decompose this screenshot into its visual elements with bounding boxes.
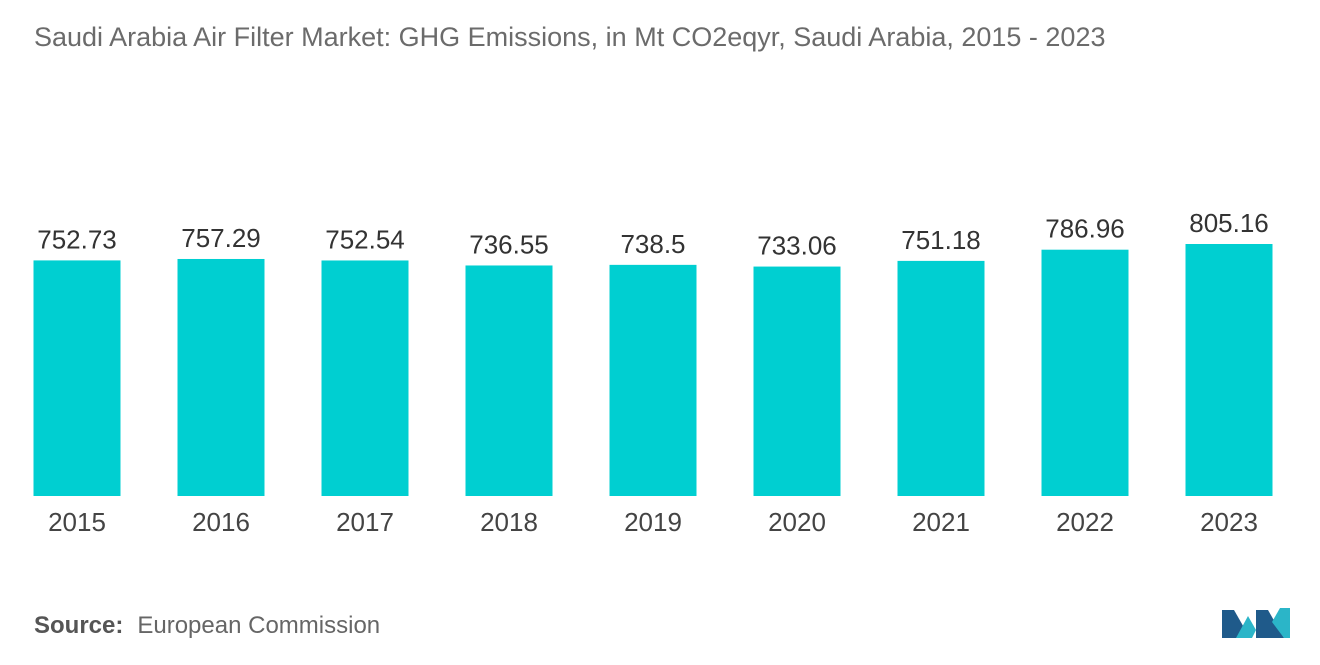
value-label-2020: 733.06 — [757, 231, 837, 261]
bar-2021 — [897, 260, 985, 496]
bar-2020 — [753, 266, 841, 496]
bar-2015 — [33, 260, 121, 496]
x-tick-label-2020: 2020 — [768, 507, 826, 537]
bar-chart: 752.73 2015 757.29 2016 752.54 2017 736.55 2018… — [33, 208, 1273, 537]
value-label-2015: 752.73 — [37, 224, 117, 254]
bar-2017 — [321, 260, 409, 496]
bar-2019 — [609, 264, 697, 496]
value-label-2018: 736.55 — [469, 229, 549, 259]
x-tick-label-2016: 2016 — [192, 507, 250, 537]
x-tick-label-2023: 2023 — [1200, 507, 1258, 537]
chart-title: Saudi Arabia Air Filter Market: GHG Emis… — [34, 22, 1106, 52]
value-label-2022: 786.96 — [1045, 214, 1125, 244]
x-tick-label-2018: 2018 — [480, 507, 538, 537]
bar-2023 — [1185, 244, 1273, 496]
value-label-2021: 751.18 — [901, 225, 981, 255]
value-label-2023: 805.16 — [1189, 208, 1269, 238]
mordor-intelligence-logo-icon — [1222, 608, 1290, 638]
x-tick-label-2019: 2019 — [624, 507, 682, 537]
bar-2018 — [465, 265, 553, 496]
x-tick-label-2021: 2021 — [912, 507, 970, 537]
source-value: European Commission — [137, 612, 381, 639]
source-note: Source: European Commission — [34, 612, 380, 640]
x-tick-label-2017: 2017 — [336, 507, 394, 537]
value-label-2019: 738.5 — [620, 229, 685, 259]
bar-2022 — [1041, 249, 1129, 496]
x-tick-label-2022: 2022 — [1056, 507, 1114, 537]
value-label-2016: 757.29 — [181, 223, 261, 253]
x-tick-label-2015: 2015 — [48, 507, 106, 537]
source-label: Source: — [34, 612, 124, 639]
bar-2016 — [177, 258, 265, 496]
value-label-2017: 752.54 — [325, 224, 405, 254]
